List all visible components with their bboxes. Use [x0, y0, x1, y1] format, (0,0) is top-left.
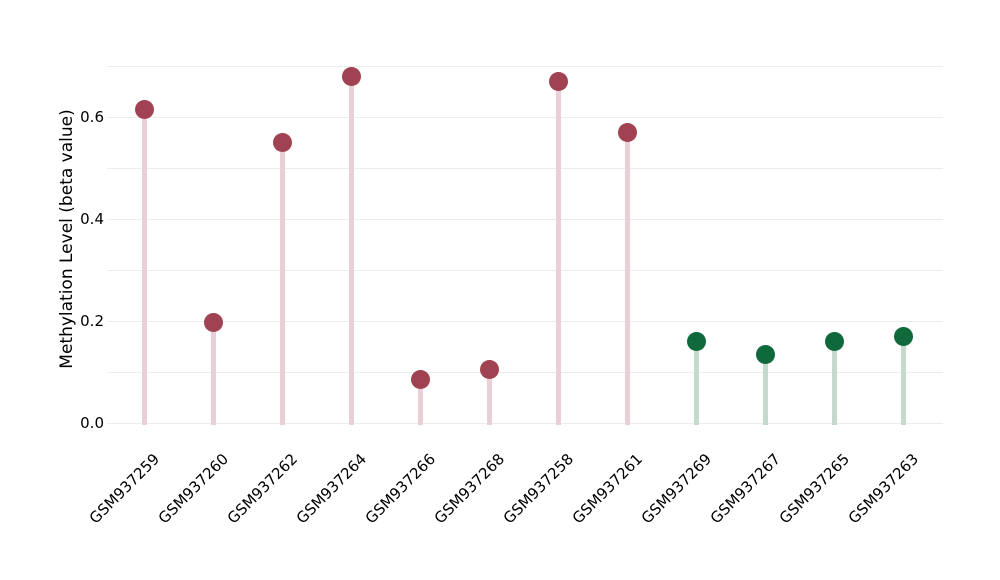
gridline-y-0.3 [107, 270, 943, 271]
lollipop-stem-GSM937266 [417, 379, 423, 425]
x-tick-label-GSM937261: GSM937261 [568, 450, 646, 528]
lollipop-point-GSM937260 [203, 313, 223, 333]
lollipop-point-GSM937266 [410, 370, 430, 390]
lollipop-point-GSM937264 [341, 66, 361, 86]
gridline-y-0.2 [107, 321, 943, 322]
x-tick-label-GSM937259: GSM937259 [85, 450, 163, 528]
lollipop-point-GSM937268 [479, 359, 499, 379]
y-tick-label: 0.4 [80, 210, 104, 228]
lollipop-stem-GSM937259 [141, 109, 147, 425]
lollipop-point-GSM937267 [755, 344, 775, 364]
x-tick-label-GSM937268: GSM937268 [430, 450, 508, 528]
gridline-y-0.1 [107, 372, 943, 373]
lollipop-point-GSM937269 [686, 331, 706, 351]
y-tick-label: 0.0 [80, 414, 104, 432]
gridline-y-0 [107, 423, 943, 424]
lollipop-point-GSM937258 [548, 71, 568, 91]
lollipop-point-GSM937261 [617, 122, 637, 142]
lollipop-stem-GSM937268 [486, 369, 492, 425]
x-tick-label-GSM937267: GSM937267 [706, 450, 784, 528]
x-tick-label-GSM937258: GSM937258 [499, 450, 577, 528]
lollipop-stem-GSM937258 [555, 81, 561, 425]
lollipop-point-GSM937265 [824, 331, 844, 351]
lollipop-point-GSM937262 [272, 133, 292, 152]
lollipop-stem-GSM937267 [762, 354, 768, 425]
lollipop-point-GSM937259 [134, 99, 154, 119]
lollipop-stem-GSM937263 [900, 336, 906, 425]
gridline-y-0.4 [107, 219, 943, 220]
gridline-y-0.6 [107, 117, 943, 118]
x-tick-label-GSM937266: GSM937266 [361, 450, 439, 528]
x-tick-label-GSM937264: GSM937264 [292, 450, 370, 528]
x-tick-label-GSM937265: GSM937265 [775, 450, 853, 528]
x-tick-label-GSM937260: GSM937260 [154, 450, 232, 528]
y-tick-label: 0.2 [80, 312, 104, 330]
x-tick-label-GSM937269: GSM937269 [637, 450, 715, 528]
lollipop-stem-GSM937264 [348, 76, 354, 425]
x-tick-label-GSM937262: GSM937262 [223, 450, 301, 528]
y-tick-label: 0.6 [80, 108, 104, 126]
gridline-y-0.5 [107, 168, 943, 169]
lollipop-stem-GSM937265 [831, 341, 837, 425]
lollipop-point-GSM937263 [893, 326, 913, 346]
lollipop-stem-GSM937260 [210, 322, 216, 425]
lollipop-stem-GSM937262 [279, 142, 285, 425]
x-tick-label-GSM937263: GSM937263 [844, 450, 922, 528]
lollipop-stem-GSM937261 [624, 132, 630, 425]
gridline-y-0.7 [107, 66, 943, 67]
lollipop-stem-GSM937269 [693, 341, 699, 425]
